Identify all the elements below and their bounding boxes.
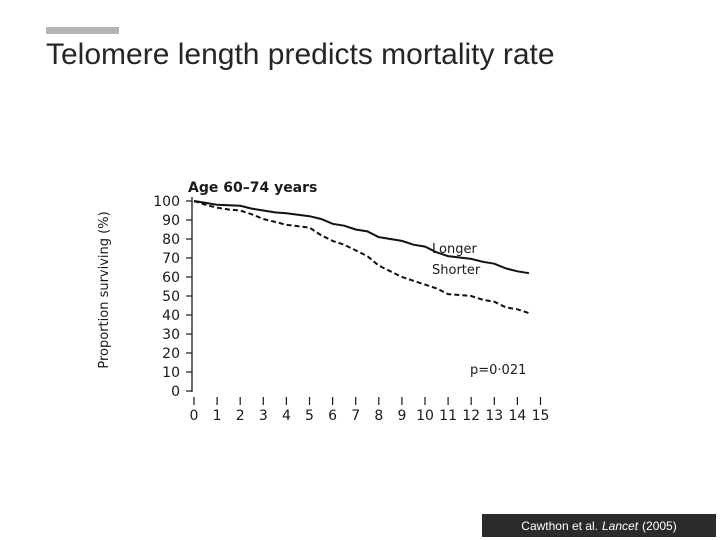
y-tick-label: 30 (162, 327, 180, 343)
x-tick-label: 15 (532, 408, 550, 424)
y-axis-ticks: 0 10 20 30 40 50 60 70 80 90 100 (153, 194, 192, 400)
y-tick-label: 0 (171, 384, 180, 400)
x-tick-label: 11 (439, 408, 457, 424)
x-tick-label: 4 (282, 408, 291, 424)
x-tick-label: 2 (236, 408, 245, 424)
x-tick-label: 6 (328, 408, 337, 424)
citation-authors: Cawthon et al. (521, 518, 598, 533)
y-tick-label: 50 (162, 289, 180, 305)
x-tick-label: 8 (374, 408, 383, 424)
y-tick-label: 100 (153, 194, 180, 210)
x-tick-label: 0 (190, 408, 199, 424)
y-tick-label: 80 (162, 232, 180, 248)
p-value-annotation: p=0·021 (470, 363, 526, 378)
slide-title: Telomere length predicts mortality rate (46, 38, 555, 71)
y-tick-label: 40 (162, 308, 180, 324)
x-tick-label: 14 (508, 408, 526, 424)
series-label-longer: Longer (432, 242, 477, 257)
title-accent-bar (46, 27, 119, 34)
series-line-longer (193, 200, 530, 275)
citation-box: Cawthon et al. Lancet (2005) (482, 514, 716, 537)
y-axis-label: Proportion surviving (%) (97, 211, 112, 368)
x-tick-label: 13 (485, 408, 503, 424)
x-tick-label: 1 (213, 408, 222, 424)
series-layer: Longer Shorter (193, 200, 530, 315)
y-tick-label: 20 (162, 346, 180, 362)
x-tick-label: 7 (351, 408, 360, 424)
citation-year: (2005) (642, 518, 677, 533)
x-tick-label: 9 (397, 408, 406, 424)
y-tick-label: 10 (162, 365, 180, 381)
citation-journal: Lancet (602, 518, 639, 533)
series-label-shorter: Shorter (432, 263, 481, 278)
y-tick-label: 70 (162, 251, 180, 267)
x-tick-label: 12 (462, 408, 480, 424)
chart-title: Age 60–74 years (188, 180, 317, 196)
x-axis-ticks: 0 1 2 3 4 5 6 7 8 9 10 11 12 13 14 15 (190, 397, 550, 424)
series-line-shorter (193, 200, 530, 315)
y-tick-label: 60 (162, 270, 180, 286)
x-tick-label: 3 (259, 408, 268, 424)
x-tick-label: 10 (416, 408, 434, 424)
x-tick-label: 5 (305, 408, 314, 424)
y-tick-label: 90 (162, 213, 180, 229)
